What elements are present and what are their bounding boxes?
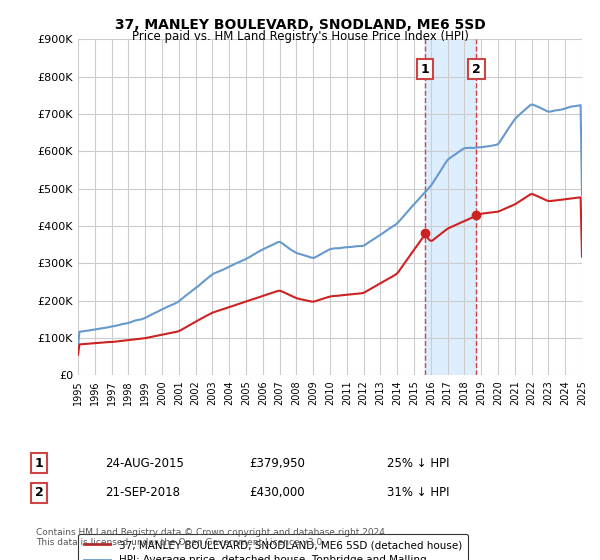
Text: 31% ↓ HPI: 31% ↓ HPI [387,486,449,500]
Text: 1: 1 [35,456,43,470]
Legend: 37, MANLEY BOULEVARD, SNODLAND, ME6 5SD (detached house), HPI: Average price, de: 37, MANLEY BOULEVARD, SNODLAND, ME6 5SD … [78,534,468,560]
Text: 2: 2 [472,63,481,76]
Text: 21-SEP-2018: 21-SEP-2018 [105,486,180,500]
Text: 2: 2 [35,486,43,500]
Text: 24-AUG-2015: 24-AUG-2015 [105,456,184,470]
Text: Price paid vs. HM Land Registry's House Price Index (HPI): Price paid vs. HM Land Registry's House … [131,30,469,43]
Text: 37, MANLEY BOULEVARD, SNODLAND, ME6 5SD: 37, MANLEY BOULEVARD, SNODLAND, ME6 5SD [115,18,485,32]
Text: 1: 1 [421,63,429,76]
Text: Contains HM Land Registry data © Crown copyright and database right 2024.
This d: Contains HM Land Registry data © Crown c… [36,528,388,547]
Text: £379,950: £379,950 [249,456,305,470]
Text: £430,000: £430,000 [249,486,305,500]
Text: 25% ↓ HPI: 25% ↓ HPI [387,456,449,470]
Bar [425,39,476,375]
